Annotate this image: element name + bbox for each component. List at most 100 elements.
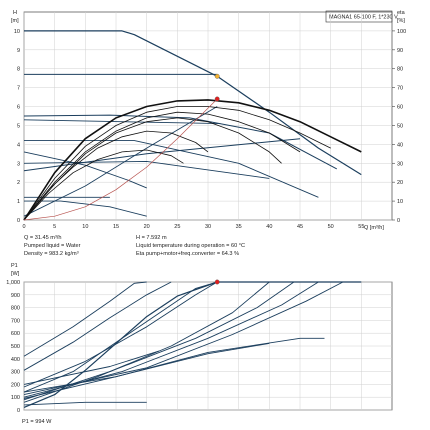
y-tick-label: 1	[17, 199, 20, 205]
bottom-tick-labels: 0 100 200 300 400 500 600 700 800 900 1,000	[6, 280, 20, 414]
y2-tick-label: 90	[397, 48, 403, 54]
x-tick-label: 55	[358, 224, 364, 230]
bottom-series-line-6	[23, 281, 295, 401]
top-series-line-18	[23, 98, 218, 221]
y-tick-label: 4	[17, 142, 20, 148]
y2-tick-label: 30	[397, 161, 403, 167]
top-series-line-11	[23, 160, 270, 179]
p1-tick-label: 0	[17, 408, 20, 414]
p1-tick-label: 400	[11, 357, 20, 363]
x-tick-label: 50	[328, 224, 334, 230]
bottom-series-line-8	[23, 281, 344, 396]
y2-tick-label: 70	[397, 86, 403, 92]
top-series-line-15	[23, 117, 282, 221]
p1-tick-label: 1,000	[6, 280, 20, 286]
top-series-line-16	[23, 130, 209, 221]
top-duty-point-0	[214, 73, 220, 79]
top-series-line-17	[23, 149, 184, 221]
top-series-line-9	[23, 119, 221, 125]
bottom-series-line-11	[23, 401, 147, 406]
y-tick-label: 0	[17, 218, 20, 224]
y-axis-label: H	[13, 10, 17, 16]
x-tick-label: 25	[174, 224, 180, 230]
y2-tick-label: 60	[397, 105, 403, 111]
y2-tick-label: 80	[397, 67, 403, 73]
info-liquid: Pumped liquid = Water	[24, 243, 81, 249]
y-axis-unit: [m]	[11, 18, 19, 24]
top-series-line-5	[24, 200, 147, 217]
power-chart: P1 [W] 0 100 200 300 400 500 600 700 800 900 1,000…	[6, 263, 393, 425]
info-head: H = 7.592 m	[136, 235, 167, 241]
bottom-series-line-2	[23, 281, 218, 388]
y2-tick-label: 50	[397, 123, 403, 129]
top-series-line-4	[23, 138, 301, 172]
bottom-series-line-7	[23, 281, 319, 398]
y-tick-label: 10	[14, 29, 20, 35]
p1-axis-unit: [W]	[11, 271, 20, 277]
x-tick-label: 0	[22, 224, 25, 230]
y-tick-label: 7	[17, 86, 20, 92]
chart-title: MAGNA1 65-100 F, 1*230 V	[329, 15, 398, 21]
top-series-line-13	[23, 106, 331, 221]
p1-tick-label: 900	[11, 293, 20, 299]
x-tick-label: 10	[82, 224, 88, 230]
top-grid	[23, 11, 395, 221]
y2-tick-label: 100	[397, 29, 406, 35]
x-tick-label: 35	[236, 224, 242, 230]
top-series	[23, 30, 362, 221]
top-duty-point-1	[214, 96, 220, 102]
y-tick-label: 9	[17, 48, 20, 54]
y2-tick-label: 40	[397, 142, 403, 148]
y2-axis-label: eta	[397, 10, 406, 16]
bottom-series-line-5	[23, 281, 270, 403]
p1-tick-label: 500	[11, 344, 20, 350]
bottom-series-line-12	[23, 350, 160, 385]
bottom-series-line-9	[23, 337, 325, 399]
y2-tick-label: 10	[397, 199, 403, 205]
bottom-markers	[214, 279, 220, 285]
info-density: Density = 983.2 kg/m³	[24, 251, 79, 257]
top-markers	[214, 73, 220, 102]
y-tick-label: 3	[17, 161, 20, 167]
info-p1: P1 = 994 W	[22, 419, 52, 425]
top-series-line-3	[23, 114, 338, 170]
x-tick-label: 40	[266, 224, 272, 230]
top-series-line-10	[23, 106, 218, 217]
top-series-line-14	[23, 111, 301, 221]
top-series-line-0	[24, 30, 218, 77]
x-tick-label: 15	[113, 224, 119, 230]
bottom-series-line-4	[23, 281, 172, 371]
y2-axis-unit: [%]	[397, 18, 405, 24]
p1-tick-label: 100	[11, 395, 20, 401]
top-series-line-7	[24, 140, 319, 198]
x-axis-label: Q [m³/h]	[364, 225, 384, 231]
info-efficiency: Eta pump+motor+freq.converter = 64.3 %	[136, 251, 239, 257]
info-temperature: Liquid temperature during operation = 60…	[136, 243, 245, 249]
y-tick-label: 5	[17, 123, 20, 129]
y2-tick-label: 20	[397, 180, 403, 186]
bottom-grid	[23, 281, 393, 411]
head-efficiency-chart: H [m] eta [%] MAGNA1 65-100 F, 1*230 V Q…	[11, 10, 406, 257]
y-tick-label: 8	[17, 67, 20, 73]
bottom-series-line-3	[23, 281, 147, 357]
p1-tick-label: 800	[11, 306, 20, 312]
y-tick-label: 6	[17, 105, 20, 111]
top-series-line-12	[23, 99, 362, 221]
p1-tick-label: 700	[11, 318, 20, 324]
y-tick-label: 2	[17, 180, 20, 186]
bottom-series	[23, 281, 362, 408]
x-tick-label: 20	[144, 224, 150, 230]
bottom-duty-point-0	[214, 279, 220, 285]
y2-tick-label: 0	[397, 218, 400, 224]
p1-tick-label: 200	[11, 382, 20, 388]
info-q: Q = 31.45 m³/h	[24, 235, 61, 241]
x-tick-label: 5	[53, 224, 56, 230]
p1-tick-label: 300	[11, 370, 20, 376]
p1-tick-label: 600	[11, 331, 20, 337]
x-tick-label: 45	[297, 224, 303, 230]
p1-axis-label: P1	[11, 263, 18, 269]
x-tick-label: 30	[205, 224, 211, 230]
bottom-series-line-10	[23, 342, 270, 393]
